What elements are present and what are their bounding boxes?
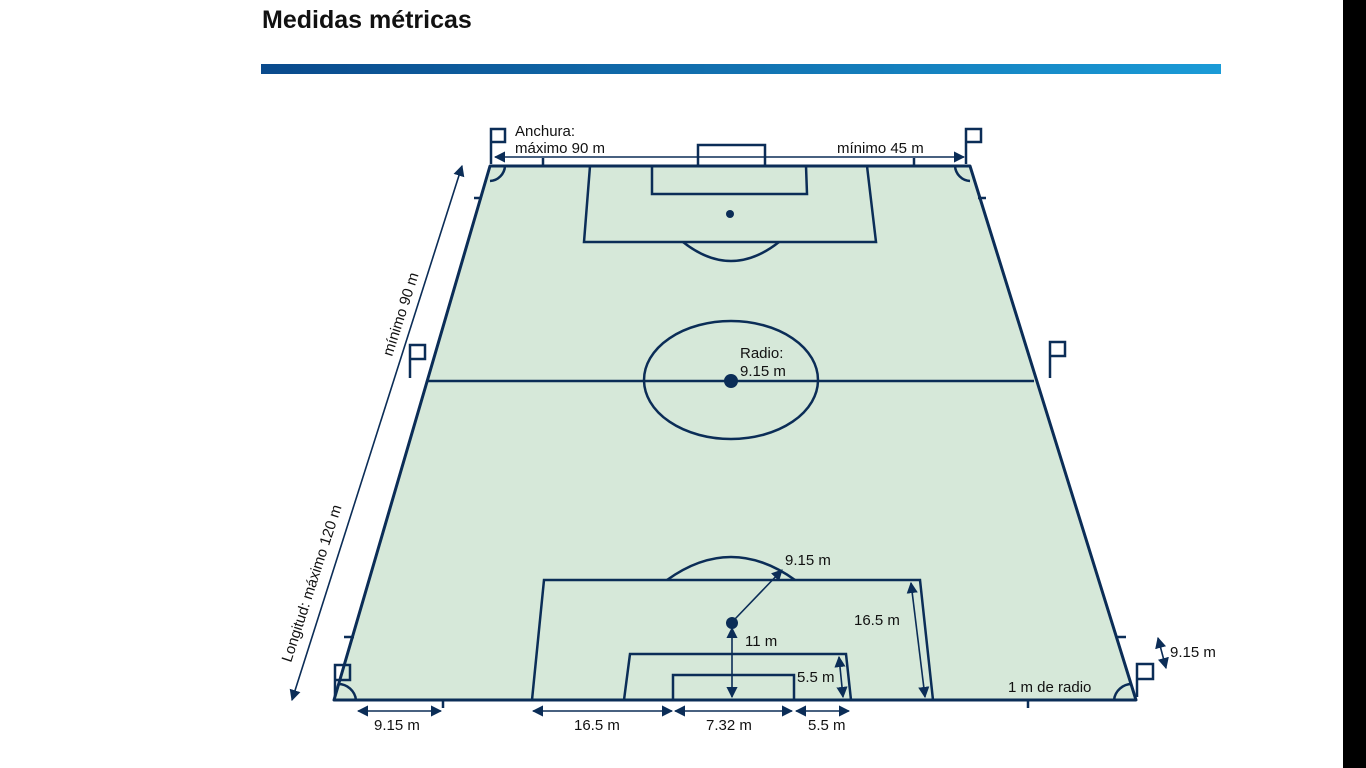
center-circle: [642, 319, 820, 441]
center-radius-heading: Radio:: [740, 345, 783, 362]
goal-area-depth-label: 5.5 m: [797, 669, 835, 686]
corner-arc-radius-label: 1 m de radio: [1008, 679, 1091, 696]
top-penalty-spot: [726, 210, 734, 218]
center-spot: [724, 374, 738, 388]
bottom-penalty-offset-label: 16.5 m: [574, 717, 620, 734]
length-max-label: Longitud: máximo 120 m: [279, 503, 346, 664]
corner-distance-arrow: [1155, 636, 1169, 670]
halfway-flag-right: [1048, 340, 1067, 378]
width-min-label: mínimo 45 m: [837, 140, 924, 157]
header-gradient-rule: [261, 64, 1221, 74]
corner-arc-top-right: [953, 165, 971, 183]
penalty-area-depth-arrow: [906, 581, 930, 699]
bottom-penalty-spot: [726, 617, 738, 629]
page-title: Medidas métricas: [262, 6, 472, 34]
top-penalty-arc: [682, 241, 780, 263]
length-dimension-arrow: [289, 164, 465, 702]
penalty-area-depth-label: 16.5 m: [854, 612, 900, 629]
corner-arc-bottom-right: [1112, 682, 1133, 701]
corner-flag-bottom-right: [1135, 662, 1155, 697]
penalty-arc-radius-arrow: [734, 569, 783, 620]
arc-radius-label: 9.15 m: [785, 552, 831, 569]
bottom-corner-to-mark-label: 9.15 m: [374, 717, 420, 734]
corner-distance-label: 9.15 m: [1170, 644, 1216, 661]
top-goal: [696, 143, 767, 166]
goal-area-depth-arrow: [834, 655, 848, 699]
bottom-goal-width-label: 7.32 m: [706, 717, 752, 734]
width-heading-label: Anchura:: [515, 123, 575, 140]
corner-flag-top-right: [964, 127, 983, 164]
bottom-goal-area-offset-label: 5.5 m: [808, 717, 846, 734]
top-goal-area: [650, 165, 809, 196]
center-radius-value: 9.15 m: [740, 363, 786, 380]
width-max-label: máximo 90 m: [515, 140, 605, 157]
top-penalty-area: [582, 165, 878, 244]
halfway-flag-left: [408, 343, 427, 378]
penalty-spot-distance-label: 11 m: [745, 633, 777, 650]
corner-arc-top-left: [489, 165, 507, 183]
corner-flag-top-left: [489, 127, 507, 164]
bottom-goal-area: [622, 652, 853, 701]
